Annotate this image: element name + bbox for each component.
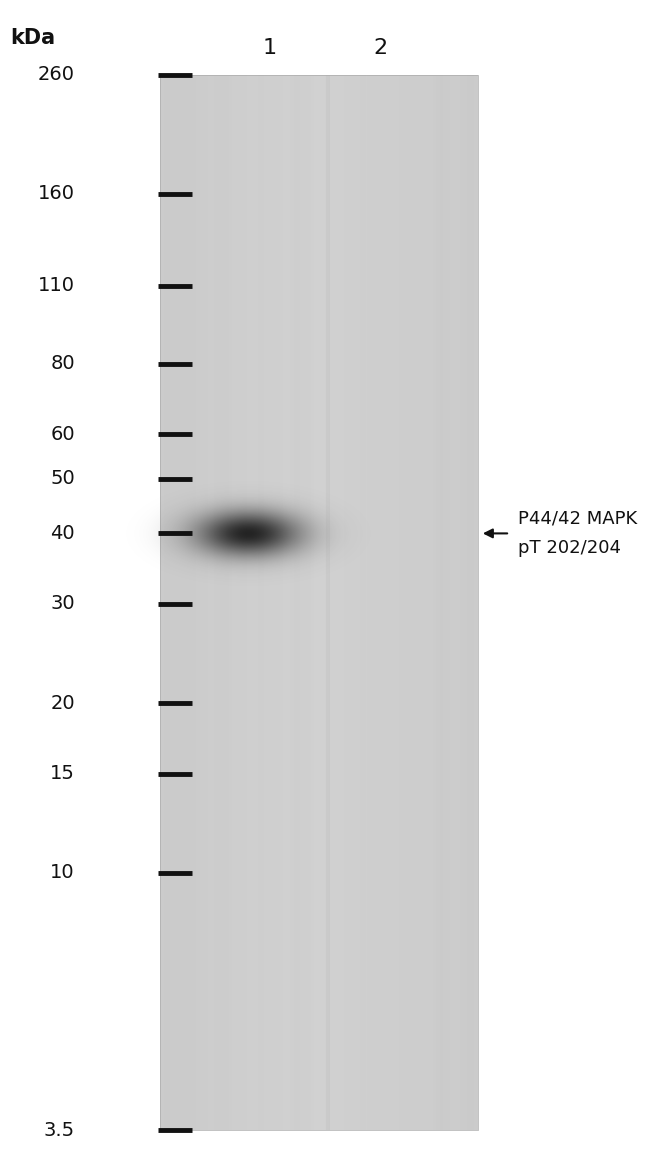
Bar: [160, 75, 478, 1130]
Text: 60: 60: [51, 424, 75, 443]
Text: 110: 110: [38, 276, 75, 295]
Text: pT 202/204: pT 202/204: [518, 539, 621, 558]
Text: 80: 80: [51, 354, 75, 373]
Text: 50: 50: [50, 469, 75, 489]
Text: 40: 40: [51, 524, 75, 542]
Text: P44/42 MAPK: P44/42 MAPK: [518, 510, 637, 527]
Text: 2: 2: [373, 39, 387, 58]
Text: 260: 260: [38, 65, 75, 84]
Text: 3.5: 3.5: [44, 1121, 75, 1140]
Text: 15: 15: [50, 765, 75, 783]
Text: 30: 30: [51, 594, 75, 614]
Text: 160: 160: [38, 185, 75, 203]
Text: 20: 20: [51, 693, 75, 713]
Text: 10: 10: [51, 864, 75, 883]
Text: kDa: kDa: [10, 28, 55, 48]
Text: 1: 1: [263, 39, 277, 58]
